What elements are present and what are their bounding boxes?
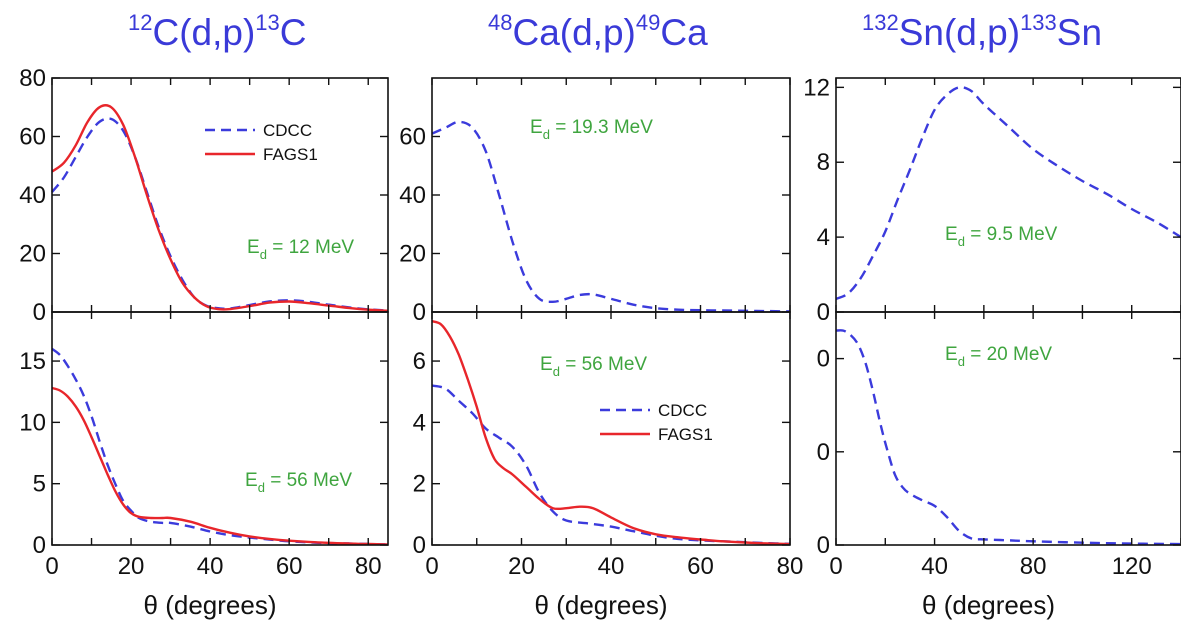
x-tick-label: 40 bbox=[598, 553, 625, 580]
x-axis-label: θ (degrees) bbox=[144, 590, 277, 620]
energy-label-0: Ed = 12 MeV bbox=[247, 237, 354, 262]
energy-label-text: Ed = 9.5 MeV bbox=[945, 224, 1058, 249]
y-tick-label: 20 bbox=[19, 241, 46, 268]
y-tick-label: 15 bbox=[19, 348, 46, 375]
y-tick-label: 0 bbox=[33, 532, 46, 559]
energy-label-text: Ed = 19.3 MeV bbox=[530, 117, 653, 142]
legend-label-fags1: FAGS1 bbox=[263, 145, 318, 164]
x-tick-label: 0 bbox=[45, 553, 58, 580]
legend-label-fags1: FAGS1 bbox=[658, 425, 713, 444]
x-tick-label: 120 bbox=[1112, 553, 1152, 580]
plot-frame bbox=[431, 77, 791, 313]
y-tick-label: 80 bbox=[19, 65, 46, 92]
x-axis-label: θ (degrees) bbox=[922, 590, 1055, 620]
plot-frame bbox=[835, 77, 1181, 313]
y-tick-label: 4 bbox=[413, 409, 426, 436]
x-tick-label: 40 bbox=[921, 553, 948, 580]
series-cdcc-line bbox=[835, 329, 1181, 546]
panel-2: 0 4 8 12 bbox=[803, 74, 1181, 326]
series-fags1-line bbox=[51, 386, 389, 546]
series-fags1-line bbox=[51, 104, 389, 312]
series-cdcc-line bbox=[835, 86, 1181, 301]
title-c12: 12C(d,p)13C bbox=[128, 10, 307, 53]
energy-label-text: Ed = 56 MeV bbox=[540, 354, 647, 379]
x-tick-label: 0 bbox=[425, 553, 438, 580]
panel-0: 0 20 40 60 80 CDCC FAGS1 bbox=[19, 65, 389, 326]
y-tick-label: 10 bbox=[19, 409, 46, 436]
legend-label-cdcc: CDCC bbox=[658, 401, 707, 420]
energy-label-1: Ed = 19.3 MeV bbox=[530, 117, 653, 142]
y-tick-label: 0 bbox=[817, 532, 830, 559]
x-tick-label: 80 bbox=[777, 553, 804, 580]
y-tick-label: 5 bbox=[33, 471, 46, 498]
y-tick-label: 0 bbox=[413, 299, 426, 326]
energy-label-4: Ed = 56 MeV bbox=[540, 354, 647, 379]
y-tick-label: 0 bbox=[33, 299, 46, 326]
plot-frame bbox=[51, 77, 389, 313]
title-ca48: 48Ca(d,p)49Ca bbox=[488, 10, 708, 53]
title-sn132: 132Sn(d,p)133Sn bbox=[862, 10, 1103, 53]
x-tick-label: 80 bbox=[355, 553, 382, 580]
energy-label-text: Ed = 56 MeV bbox=[245, 470, 352, 495]
series-cdcc-line bbox=[51, 117, 389, 312]
x-tick-label: 60 bbox=[687, 553, 714, 580]
x-tick-label: 60 bbox=[276, 553, 303, 580]
panel-1: 0 20 40 60 bbox=[399, 77, 791, 326]
y-tick-label: 60 bbox=[19, 124, 46, 151]
y-tick-label: 4 bbox=[817, 224, 830, 251]
series-cdcc-line bbox=[431, 120, 791, 313]
y-tick-label: 6 bbox=[413, 348, 426, 375]
y-tick-label: 60 bbox=[399, 124, 426, 151]
energy-label-3: Ed = 56 MeV bbox=[245, 470, 352, 495]
x-tick-label: 0 bbox=[829, 553, 842, 580]
energy-label-text: Ed = 12 MeV bbox=[247, 237, 354, 262]
x-axis-label: θ (degrees) bbox=[535, 590, 668, 620]
panel-3: 0 5 10 15 0 20 40 60 80 θ (degrees) bbox=[19, 311, 389, 620]
y-tick-label: 40 bbox=[19, 182, 46, 209]
x-tick-label: 80 bbox=[1020, 553, 1047, 580]
y-tick-label: 8 bbox=[817, 149, 830, 176]
energy-label-text: Ed = 20 MeV bbox=[945, 344, 1052, 369]
energy-label-2: Ed = 9.5 MeV bbox=[945, 224, 1058, 249]
legend-label-cdcc: CDCC bbox=[263, 121, 312, 140]
plot-frame bbox=[51, 311, 389, 546]
y-tick-label: 2 bbox=[413, 471, 426, 498]
y-tick-label: 0 bbox=[413, 532, 426, 559]
y-tick-label: 40 bbox=[399, 182, 426, 209]
y-tick-label: 0 bbox=[817, 346, 830, 373]
x-tick-label: 20 bbox=[118, 553, 145, 580]
y-tick-label: 0 bbox=[817, 439, 830, 466]
series-cdcc-line bbox=[431, 384, 791, 545]
energy-label-5: Ed = 20 MeV bbox=[945, 344, 1052, 369]
x-tick-label: 20 bbox=[508, 553, 535, 580]
y-tick-label: 20 bbox=[399, 241, 426, 268]
y-tick-label: 0 bbox=[817, 299, 830, 326]
y-tick-label: 12 bbox=[803, 74, 830, 101]
x-tick-label: 40 bbox=[197, 553, 224, 580]
plot-frame bbox=[835, 311, 1181, 546]
series-cdcc-line bbox=[51, 347, 389, 546]
